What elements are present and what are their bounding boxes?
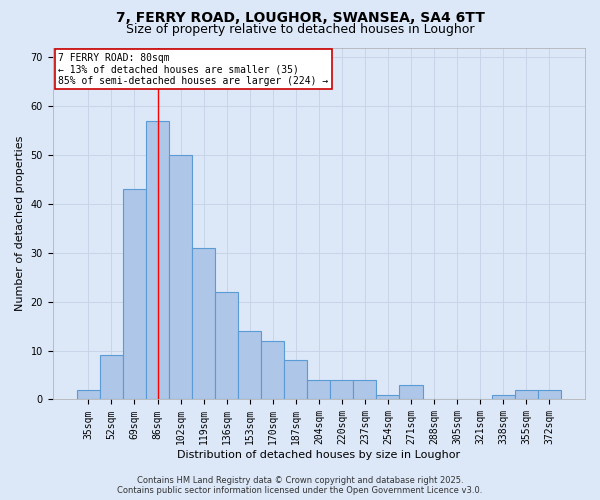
- Text: Contains HM Land Registry data © Crown copyright and database right 2025.
Contai: Contains HM Land Registry data © Crown c…: [118, 476, 482, 495]
- Text: 7, FERRY ROAD, LOUGHOR, SWANSEA, SA4 6TT: 7, FERRY ROAD, LOUGHOR, SWANSEA, SA4 6TT: [116, 11, 484, 25]
- Bar: [123, 190, 146, 400]
- Y-axis label: Number of detached properties: Number of detached properties: [15, 136, 25, 311]
- Bar: [192, 248, 215, 400]
- Bar: [261, 341, 284, 400]
- Bar: [376, 394, 400, 400]
- X-axis label: Distribution of detached houses by size in Loughor: Distribution of detached houses by size …: [177, 450, 460, 460]
- Bar: [100, 356, 123, 400]
- Bar: [538, 390, 561, 400]
- Bar: [331, 380, 353, 400]
- Bar: [307, 380, 331, 400]
- Text: Size of property relative to detached houses in Loughor: Size of property relative to detached ho…: [126, 22, 474, 36]
- Bar: [169, 155, 192, 400]
- Bar: [77, 390, 100, 400]
- Bar: [146, 121, 169, 400]
- Bar: [515, 390, 538, 400]
- Bar: [284, 360, 307, 400]
- Text: 7 FERRY ROAD: 80sqm
← 13% of detached houses are smaller (35)
85% of semi-detach: 7 FERRY ROAD: 80sqm ← 13% of detached ho…: [58, 53, 328, 86]
- Bar: [400, 385, 422, 400]
- Bar: [491, 394, 515, 400]
- Bar: [238, 331, 261, 400]
- Bar: [353, 380, 376, 400]
- Bar: [215, 292, 238, 400]
